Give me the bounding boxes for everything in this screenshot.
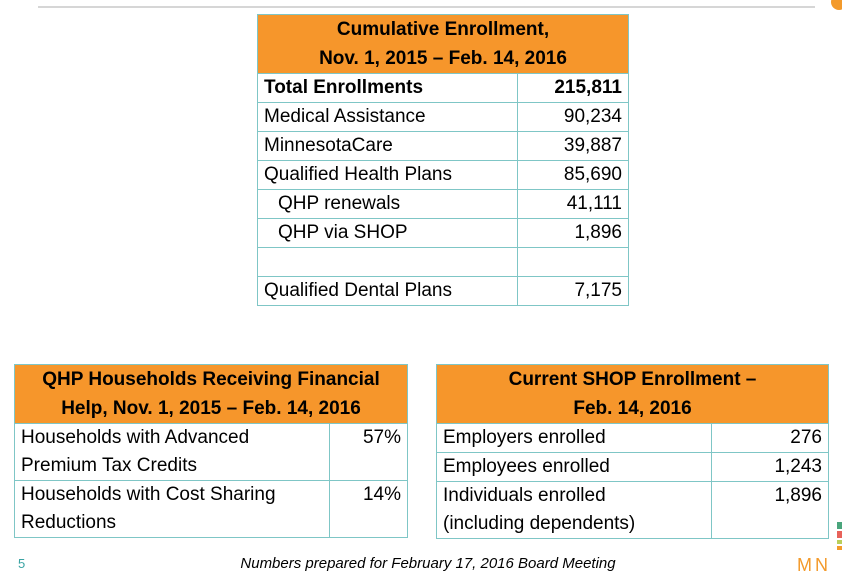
footer-note: Numbers prepared for February 17, 2016 B… — [240, 555, 616, 572]
row-value: 1,896 — [711, 481, 829, 539]
row-label: Qualified Health Plans — [257, 160, 518, 190]
row-label: Employees enrolled — [436, 452, 712, 482]
row-label: Premium Tax Credits — [21, 455, 197, 476]
financial-help-table: QHP Households Receiving Financial Help, … — [14, 364, 408, 538]
row-label: Medical Assistance — [257, 102, 518, 132]
mnsure-logo: MN — [797, 555, 831, 575]
title-line: Cumulative Enrollment, — [336, 19, 550, 40]
row-value: 1,243 — [711, 452, 829, 482]
title-line: QHP Households Receiving Financial — [42, 369, 380, 390]
table-row: Households with Advanced Premium Tax Cred… — [14, 423, 408, 481]
row-label: Households with Advanced — [21, 427, 250, 448]
row-label — [257, 247, 518, 277]
table-row: Employers enrolled 276 — [436, 423, 829, 453]
table-row: Individuals enrolled (including dependent… — [436, 481, 829, 539]
table-row: MinnesotaCare 39,887 — [257, 131, 629, 161]
title-line: Help, Nov. 1, 2015 – Feb. 14, 2016 — [61, 398, 361, 419]
table-header: Current SHOP Enrollment – Feb. 14, 2016 — [436, 364, 829, 424]
row-value: 1,896 — [517, 218, 629, 248]
title-line: Current SHOP Enrollment – — [508, 369, 757, 390]
title-line: Feb. 14, 2016 — [573, 398, 692, 419]
row-label: QHP via SHOP — [257, 218, 518, 248]
table-header: Cumulative Enrollment, Nov. 1, 2015 – Feb… — [257, 14, 629, 74]
table-row: Medical Assistance 90,234 — [257, 102, 629, 132]
row-label: Employers enrolled — [436, 423, 712, 453]
table-row: Employees enrolled 1,243 — [436, 452, 829, 482]
row-value: 215,811 — [517, 73, 629, 103]
row-label: Total Enrollments — [257, 73, 518, 103]
row-label: QHP renewals — [257, 189, 518, 219]
header-rule — [38, 6, 815, 8]
page-number: 5 — [18, 556, 26, 571]
table-row: Qualified Dental Plans 7,175 — [257, 276, 629, 306]
row-value: 7,175 — [517, 276, 629, 306]
row-value: 85,690 — [517, 160, 629, 190]
row-value — [517, 247, 629, 277]
table-row: Qualified Health Plans 85,690 — [257, 160, 629, 190]
table-row: Total Enrollments 215,811 — [257, 73, 629, 103]
row-value: 276 — [711, 423, 829, 453]
logo-square-icon — [837, 531, 842, 538]
row-label: Qualified Dental Plans — [257, 276, 518, 306]
shop-enrollment-table: Current SHOP Enrollment – Feb. 14, 2016 E… — [436, 364, 829, 539]
cumulative-enrollment-table: Cumulative Enrollment, Nov. 1, 2015 – Feb… — [257, 14, 629, 306]
table-row: QHP renewals 41,111 — [257, 189, 629, 219]
logo-square-icon — [837, 546, 842, 550]
row-label: Reductions — [21, 512, 117, 533]
row-value: 39,887 — [517, 131, 629, 161]
row-value: 14% — [329, 480, 408, 538]
table-row — [257, 247, 629, 277]
row-label: Individuals enrolled — [443, 485, 606, 506]
table-header: QHP Households Receiving Financial Help, … — [14, 364, 408, 424]
row-label: (including dependents) — [443, 513, 636, 534]
row-value: 41,111 — [517, 189, 629, 219]
logo-square-icon — [837, 522, 842, 529]
row-label: Households with Cost Sharing — [21, 484, 276, 505]
row-value: 57% — [329, 423, 408, 481]
corner-dot — [831, 0, 842, 10]
table-row: QHP via SHOP 1,896 — [257, 218, 629, 248]
table-row: Households with Cost Sharing Reductions 14… — [14, 480, 408, 538]
row-label: MinnesotaCare — [257, 131, 518, 161]
logo-square-icon — [837, 540, 842, 544]
row-value: 90,234 — [517, 102, 629, 132]
title-line: Nov. 1, 2015 – Feb. 14, 2016 — [319, 48, 567, 69]
